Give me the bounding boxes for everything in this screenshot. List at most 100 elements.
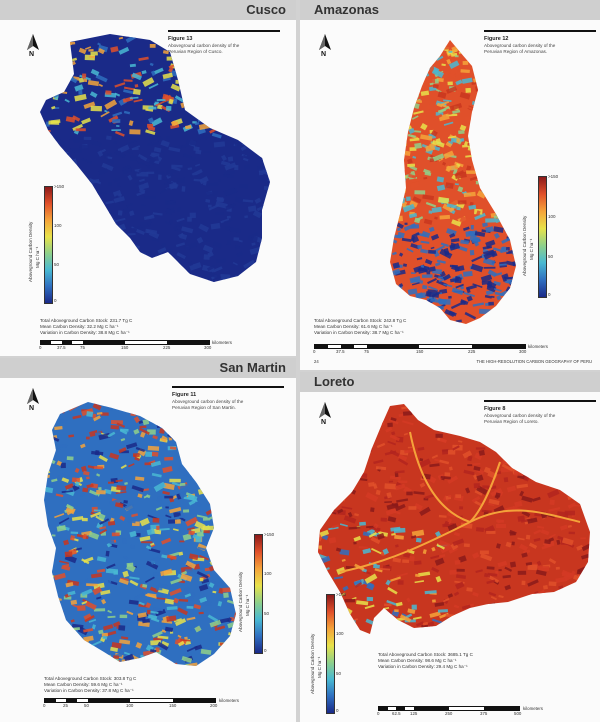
raster-cell [344,598,356,603]
raster-cell [472,474,478,480]
raster-cell [214,625,226,631]
raster-cell [56,593,65,600]
raster-cell [494,135,499,141]
raster-cell [493,182,501,187]
raster-cell [226,239,232,246]
raster-cell [587,451,590,457]
raster-cell [169,478,181,483]
raster-cell [478,449,485,456]
raster-cell [204,567,210,572]
raster-cell [84,615,95,623]
raster-cell [474,423,483,430]
raster-cell [225,203,235,211]
raster-cell [510,65,516,73]
summary-stats: Total Aboveground Carbon Stock: 242.8 Tg… [314,318,407,335]
raster-cell [145,602,152,609]
raster-cell [215,448,220,451]
raster-cell [98,454,108,463]
raster-cell [104,405,113,411]
raster-cell [222,530,227,536]
raster-cell [333,487,342,493]
raster-cell [196,514,208,519]
raster-cell [484,152,497,159]
raster-cell [493,505,505,514]
raster-cell [78,195,88,200]
raster-cell [71,253,77,259]
raster-cell [411,529,425,538]
raster-cell [435,306,444,310]
raster-cell [128,463,135,468]
raster-cell [437,46,444,51]
raster-cell [496,148,506,156]
raster-cell [443,283,453,288]
raster-cell [191,54,203,58]
raster-cell [194,644,203,651]
raster-cell [109,540,115,545]
raster-cell [478,177,487,183]
raster-cell [120,577,129,582]
raster-cell [432,94,440,100]
raster-cell [458,323,467,324]
raster-cell [330,476,342,481]
raster-cell [250,135,262,141]
raster-cell [56,161,66,168]
raster-cell [488,498,500,506]
raster-cell [505,81,513,88]
raster-cell [80,214,88,219]
raster-cell [187,457,195,463]
raster-cell [394,293,401,300]
raster-cell [253,278,265,282]
raster-cell [354,513,359,517]
raster-cell [142,618,151,624]
raster-cell [390,80,395,88]
raster-cell [217,473,226,480]
raster-cell [91,495,99,501]
raster-cell [250,232,259,239]
raster-cell [393,289,401,297]
raster-cell [421,284,428,290]
raster-cell [133,592,145,601]
raster-cell [457,186,464,193]
raster-cell [60,462,66,469]
raster-cell [261,141,270,150]
raster-cell [507,221,516,229]
raster-cell [441,448,449,455]
raster-cell [199,482,210,491]
raster-cell [390,417,397,422]
raster-cell [68,434,75,438]
raster-cell [498,202,504,207]
raster-cell [460,69,470,74]
raster-cell [90,573,103,579]
raster-cell [400,69,405,75]
raster-cell [241,64,247,71]
raster-cell [231,120,237,125]
raster-cell [242,199,254,203]
raster-cell [375,489,381,496]
raster-cell [208,204,212,208]
raster-cell [463,469,475,476]
raster-cell [187,493,198,502]
raster-cell [436,55,444,61]
raster-cell [384,603,392,607]
raster-cell [238,183,249,189]
raster-cell [460,239,470,245]
raster-cell [204,48,209,50]
raster-cell [115,479,123,483]
raster-cell [504,566,513,572]
raster-cell [417,446,425,451]
raster-cell [402,203,415,213]
raster-cell [194,520,206,530]
raster-cell [180,639,191,642]
raster-cell [132,147,139,151]
raster-cell [131,485,145,493]
raster-cell [156,98,166,102]
raster-cell [516,416,526,422]
raster-cell [220,218,230,224]
raster-cell [177,177,186,184]
raster-cell [87,253,96,258]
raster-cell [368,422,380,429]
raster-cell [548,537,555,543]
raster-cell [95,74,108,83]
raster-cell [419,458,431,468]
raster-cell [240,40,248,48]
